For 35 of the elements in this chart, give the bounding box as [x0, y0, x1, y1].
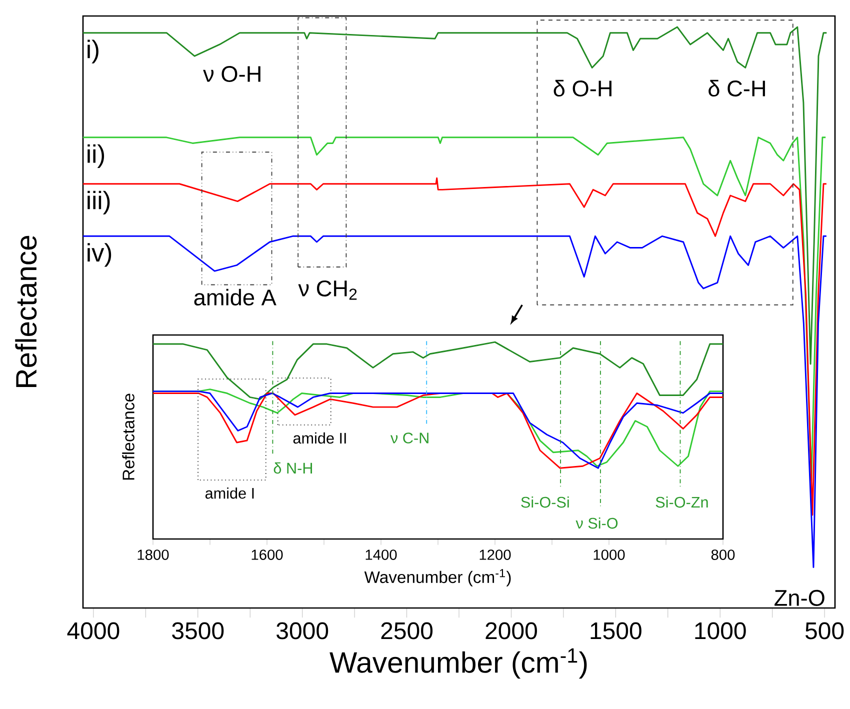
x-axis-title: Wavenumber (cm$^{-1}$): [364, 569, 511, 586]
ref-line-label: ν Si-O: [576, 517, 618, 529]
series-label: iv): [88, 243, 112, 267]
x-tick-label: 1200: [480, 550, 511, 560]
annotation: ν CH$_{2}$: [298, 280, 357, 300]
x-tick-label: 1500: [590, 622, 642, 640]
x-tick-label: 1800: [138, 550, 169, 560]
series-label: iii): [88, 190, 110, 214]
ref-line-label: ν C-N: [390, 432, 428, 444]
annotation: ν O-H: [203, 66, 260, 82]
x-tick-label: 3000: [276, 622, 328, 640]
x-tick-label: 4000: [67, 622, 120, 640]
ref-line-label: Si-O-Si: [521, 496, 569, 508]
series-label: ii): [88, 144, 104, 168]
annotation: δ O-H: [554, 80, 612, 97]
x-tick-label: 800: [711, 550, 735, 560]
annotation: Zn-O: [774, 590, 824, 606]
x-tick-label: 2000: [486, 622, 537, 640]
annotation: amide I: [205, 487, 254, 499]
x-tick-label: 3500: [172, 622, 224, 640]
x-tick-label: 2500: [381, 622, 433, 640]
ref-line-label: δ N-H: [274, 462, 312, 474]
y-axis-title: Reflectance: [15, 236, 37, 388]
annotation: amide II: [293, 432, 346, 444]
series-label: i): [88, 40, 98, 64]
x-axis-title: Wavenumber (cm$^{-1}$): [330, 648, 587, 679]
y-axis-title: Reflectance: [122, 394, 134, 480]
x-tick-label: 1600: [252, 550, 283, 560]
annotation: δ C-H: [708, 80, 765, 97]
x-tick-label: 1400: [366, 550, 397, 560]
x-tick-label: 1000: [594, 550, 625, 560]
ref-line-label: Si-O-Zn: [656, 496, 708, 508]
annotation: amide A: [194, 288, 276, 306]
x-tick-label: 1000: [695, 622, 746, 640]
x-tick-label: 500: [805, 622, 844, 640]
